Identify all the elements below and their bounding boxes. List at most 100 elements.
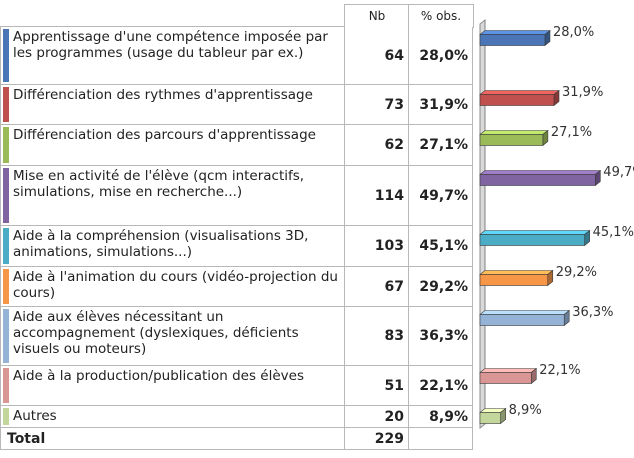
row-label-cell: Aide à la production/publication des élè… <box>0 366 344 406</box>
row-label: Aide à la production/publication des élè… <box>13 368 305 384</box>
row-label-cell: Aide aux élèves nécessitant un accompagn… <box>0 307 344 366</box>
bar-group <box>479 407 507 425</box>
row-pct-cell: 36,3% <box>408 307 473 366</box>
color-swatch <box>3 228 9 264</box>
bar-data-label: 31,9% <box>562 85 603 100</box>
table-row: Aide aux élèves nécessitant un accompagn… <box>0 307 473 366</box>
total-label: Total <box>7 430 46 447</box>
bar <box>479 274 549 286</box>
row-label: Aide aux élèves nécessitant un accompagn… <box>13 309 299 357</box>
row-pct-cell: 28,0% <box>408 27 473 85</box>
row-pct-cell: 27,1% <box>408 125 473 166</box>
bar-chart: 28,0% 31,9% 27,1% 49,7% 45,1% 29,2% 36,3% 22,1%… <box>479 18 634 430</box>
bar-top-face <box>479 368 538 373</box>
row-pct-cell: 22,1% <box>408 366 473 406</box>
row-nb: 83 <box>384 328 404 344</box>
color-swatch <box>3 29 9 82</box>
bar-group <box>479 129 549 147</box>
total-label-cell: Total <box>0 428 344 450</box>
bar-data-label: 28,0% <box>553 25 594 40</box>
row-nb-cell: 83 <box>344 307 408 366</box>
row-pct-cell: 45,1% <box>408 226 473 267</box>
bar-data-label: 29,2% <box>556 265 597 280</box>
table-row: Autres 20 8,9% <box>0 406 473 428</box>
row-label-cell: Apprentissage d'une compétence imposée p… <box>0 27 344 85</box>
row-nb-cell: 62 <box>344 125 408 166</box>
row-pct-cell: 8,9% <box>408 406 473 428</box>
row-nb: 64 <box>384 47 404 64</box>
bar-group <box>479 367 538 385</box>
row-label-cell: Aide à la compréhension (visualisations … <box>0 226 344 267</box>
bar-data-label: 45,1% <box>593 225 634 240</box>
bar-group <box>479 169 602 187</box>
row-pct: 8,9% <box>429 408 468 425</box>
row-nb: 20 <box>384 408 404 425</box>
row-nb: 73 <box>384 96 404 113</box>
table-row: Mise en activité de l'élève (qcm interac… <box>0 166 473 226</box>
bar-data-label: 27,1% <box>551 125 592 140</box>
row-label-cell: Mise en activité de l'élève (qcm interac… <box>0 166 344 226</box>
bar-data-label: 36,3% <box>572 305 613 320</box>
row-nb-cell: 20 <box>344 406 408 428</box>
row-nb-cell: 73 <box>344 85 408 125</box>
row-pct: 29,2% <box>419 278 468 295</box>
bar-top-face <box>479 170 602 175</box>
row-nb-cell: 64 <box>344 27 408 85</box>
bar-top-face <box>479 270 554 275</box>
row-label: Apprentissage d'une compétence imposée p… <box>13 29 328 61</box>
table-row: Aide à la compréhension (visualisations … <box>0 226 473 267</box>
total-row: Total 229 <box>0 428 473 450</box>
color-swatch <box>3 309 9 363</box>
row-label-cell: Différenciation des rythmes d'apprentiss… <box>0 85 344 125</box>
row-label: Autres <box>13 408 57 424</box>
bar <box>479 134 544 146</box>
row-pct: 28,0% <box>419 47 468 64</box>
bar-group <box>479 89 560 107</box>
row-pct-cell: 49,7% <box>408 166 473 226</box>
row-nb-cell: 103 <box>344 226 408 267</box>
bar-data-label: 8,9% <box>509 403 542 418</box>
row-pct: 45,1% <box>419 238 468 254</box>
row-nb: 51 <box>384 377 404 394</box>
color-swatch <box>3 168 9 223</box>
axis-wall <box>479 18 486 430</box>
bar-top-face <box>479 230 591 235</box>
header-blank-cell <box>0 4 344 27</box>
bar-group <box>479 29 551 47</box>
bar-top-face <box>479 90 560 95</box>
bar <box>479 372 532 384</box>
row-label: Aide à la compréhension (visualisations … <box>13 228 309 260</box>
color-swatch <box>3 127 9 163</box>
bar <box>479 234 585 246</box>
row-nb: 114 <box>374 187 404 204</box>
row-label-cell: Aide à l'animation du cours (vidéo-proje… <box>0 267 344 307</box>
bar-group <box>479 229 591 247</box>
header-pct-obs: % obs. <box>408 4 474 28</box>
table-header: Nb % obs. <box>0 4 474 28</box>
bar <box>479 412 501 424</box>
bar-group <box>479 269 554 287</box>
color-swatch <box>3 269 9 304</box>
bar-top-face <box>479 130 549 135</box>
table-row: Aide à l'animation du cours (vidéo-proje… <box>0 267 473 307</box>
row-pct: 22,1% <box>419 377 468 394</box>
bar <box>479 314 565 326</box>
table-row: Différenciation des parcours d'apprentis… <box>0 125 473 166</box>
row-nb-cell: 114 <box>344 166 408 226</box>
row-nb-cell: 67 <box>344 267 408 307</box>
bar-top-face <box>479 30 551 35</box>
row-pct-cell: 31,9% <box>408 85 473 125</box>
row-nb-cell: 51 <box>344 366 408 406</box>
color-swatch <box>3 87 9 122</box>
row-label: Mise en activité de l'élève (qcm interac… <box>13 168 305 200</box>
bar-data-label: 22,1% <box>539 363 580 378</box>
row-pct: 49,7% <box>419 187 468 204</box>
bar <box>479 94 555 106</box>
row-pct-cell: 29,2% <box>408 267 473 307</box>
row-label: Aide à l'animation du cours (vidéo-proje… <box>13 269 338 301</box>
row-pct: 36,3% <box>419 328 468 344</box>
row-pct: 31,9% <box>419 96 468 113</box>
color-swatch <box>3 368 9 403</box>
header-nb: Nb <box>344 4 409 28</box>
row-pct: 27,1% <box>419 137 468 153</box>
